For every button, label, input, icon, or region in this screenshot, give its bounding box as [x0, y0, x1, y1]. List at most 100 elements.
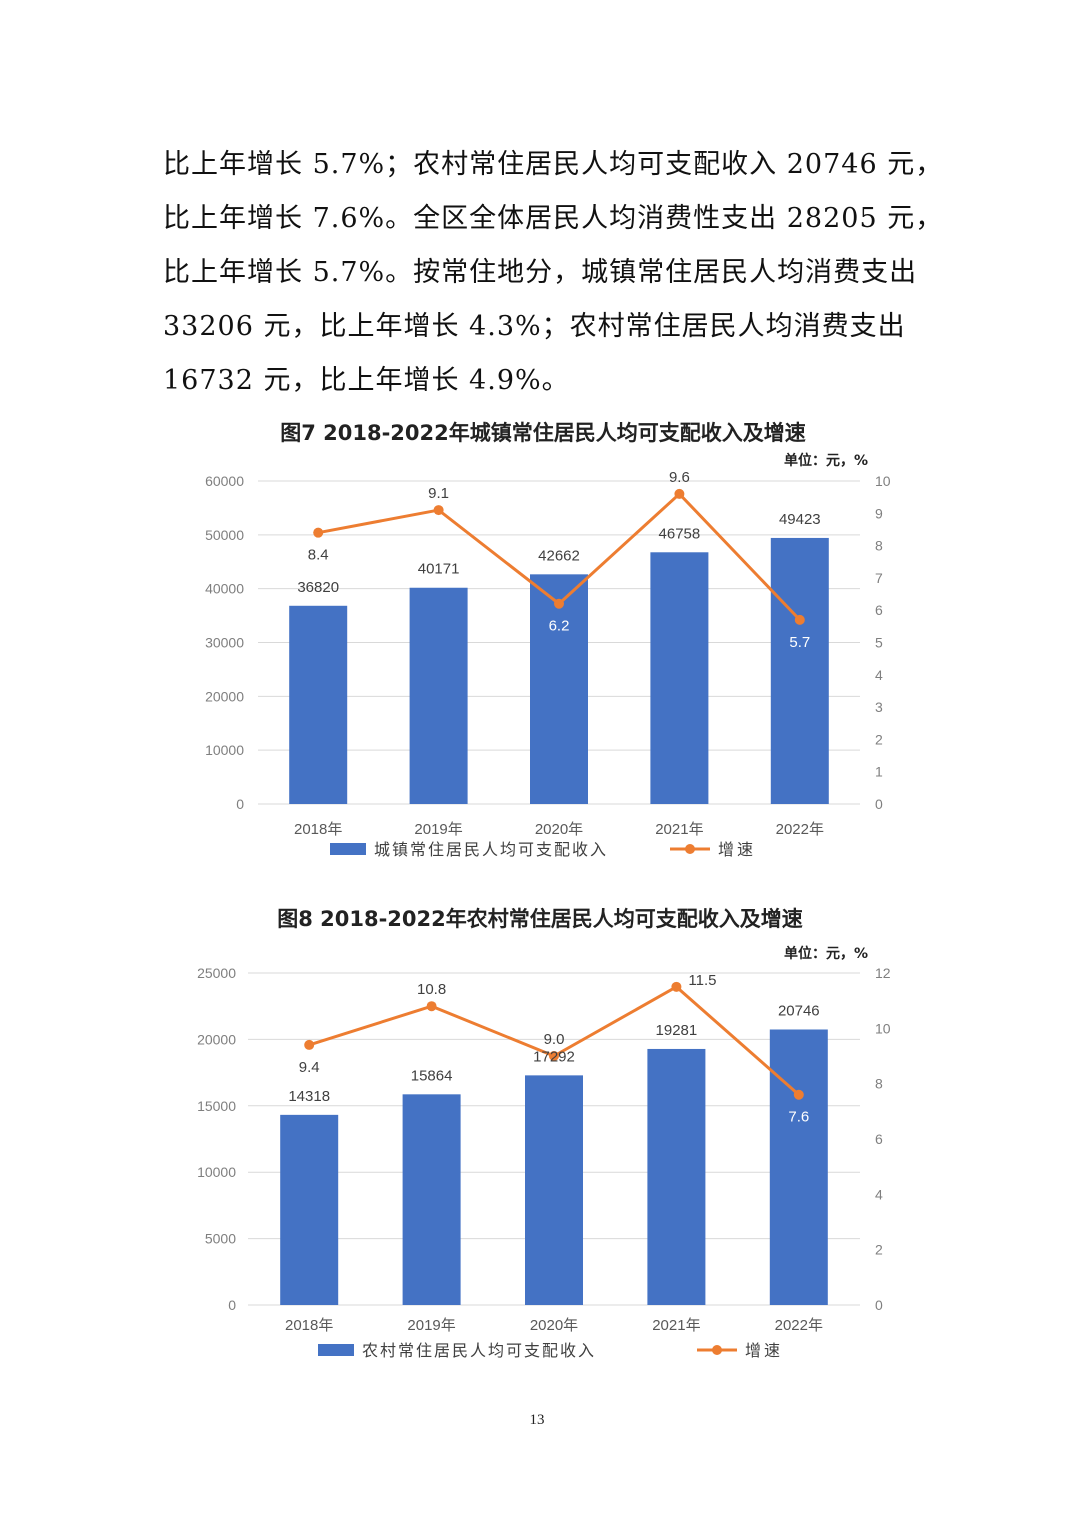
paragraph-line: 16732 元，比上年增长 4.9%。: [163, 365, 570, 396]
growth-value-label: 9.0: [544, 1031, 565, 1048]
x-tick-label: 2021年: [652, 1317, 700, 1334]
y-tick-label: 10000: [197, 1164, 236, 1180]
growth-point: [671, 981, 682, 992]
bar-value-label: 46758: [659, 525, 701, 542]
y2-tick-label: 8: [875, 538, 883, 554]
bar-value-label: 19281: [656, 1022, 698, 1039]
growth-point: [793, 1089, 804, 1100]
y2-tick-label: 5: [875, 635, 883, 651]
legend-line-marker: [685, 844, 695, 854]
y-tick-label: 60000: [205, 473, 244, 489]
growth-point: [426, 1001, 437, 1012]
y-tick-label: 20000: [205, 688, 244, 704]
bar: [769, 1029, 828, 1305]
y2-tick-label: 4: [875, 1186, 883, 1202]
bar-value-label: 14318: [288, 1088, 330, 1105]
y-tick-label: 40000: [205, 581, 244, 597]
growth-point: [549, 1051, 559, 1061]
y-tick-label: 25000: [197, 965, 236, 981]
bar: [280, 1114, 339, 1305]
growth-value-label: 11.5: [688, 972, 716, 989]
x-tick-label: 2020年: [530, 1317, 578, 1334]
y2-tick-label: 6: [875, 1131, 883, 1147]
growth-point: [674, 488, 685, 499]
unit-label: 单位：元，%: [784, 452, 868, 469]
growth-value-label: 9.6: [669, 469, 690, 486]
x-tick-label: 2018年: [285, 1317, 333, 1334]
y2-tick-label: 3: [875, 699, 883, 715]
y2-tick-label: 2: [875, 731, 883, 747]
bar: [650, 552, 709, 804]
x-tick-label: 2022年: [776, 821, 824, 838]
y-tick-label: 20000: [197, 1031, 236, 1047]
y2-tick-label: 8: [875, 1076, 883, 1092]
y2-tick-label: 12: [875, 965, 891, 981]
growth-point: [304, 1039, 315, 1050]
y2-tick-label: 0: [875, 1297, 883, 1313]
bar: [289, 605, 348, 804]
paragraph-line: 比上年增长 7.6%。全区全体居民人均消费性支出 28205 元，: [163, 203, 944, 234]
bar: [525, 1075, 583, 1305]
y2-tick-label: 10: [875, 473, 891, 489]
growth-point: [433, 505, 444, 516]
chart-rural-income: 图8 2018-2022年农村常住居民人均可支配收入及增速单位：元，% 0 5000…: [0, 898, 1074, 1378]
y2-tick-label: 7: [875, 570, 883, 586]
paragraph-line: 比上年增长 5.7%。按常住地分，城镇常住居民人均消费支出: [163, 257, 918, 288]
bar: [402, 1094, 461, 1305]
legend-bar-swatch: [330, 843, 366, 855]
growth-point: [313, 527, 324, 538]
legend-line-marker: [712, 1345, 722, 1355]
bar-value-label: 49423: [779, 511, 821, 528]
x-tick-label: 2018年: [294, 821, 342, 838]
chart-urban-income: 图7 2018-2022年城镇常住居民人均可支配收入及增速单位：元，% 0 1000…: [0, 412, 1074, 872]
paragraph-line: 33206 元，比上年增长 4.3%；农村常住居民人均消费支出: [163, 311, 906, 342]
bar-value-label: 36820: [297, 579, 339, 596]
y2-tick-label: 1: [875, 764, 883, 780]
y2-tick-label: 9: [875, 505, 883, 521]
y-tick-label: 0: [228, 1297, 236, 1313]
chart-title: 图7 2018-2022年城镇常住居民人均可支配收入及增速: [280, 421, 806, 445]
legend-bar-label: 城镇常住居民人均可支配收入: [374, 841, 608, 859]
growth-value-label: 9.4: [299, 1059, 320, 1076]
paragraph-line: 比上年增长 5.7%；农村常住居民人均可支配收入 20746 元，: [163, 149, 944, 180]
bar: [530, 574, 588, 804]
y-tick-label: 50000: [205, 527, 244, 543]
bar-value-label: 15864: [411, 1067, 453, 1084]
y-tick-label: 30000: [205, 635, 244, 651]
bar: [770, 537, 829, 804]
growth-point: [794, 614, 805, 625]
chart-title: 图8 2018-2022年农村常住居民人均可支配收入及增速: [277, 907, 803, 931]
x-tick-label: 2019年: [407, 1317, 455, 1334]
bar-value-label: 17292: [533, 1048, 575, 1065]
bar: [409, 587, 468, 804]
bar-value-label: 42662: [538, 547, 580, 564]
x-tick-label: 2020年: [535, 821, 583, 838]
y-tick-label: 10000: [205, 742, 244, 758]
bar-value-label: 20746: [778, 1002, 820, 1019]
growth-value-label: 10.8: [417, 981, 446, 998]
legend-bar-swatch: [318, 1344, 354, 1356]
growth-value-label: 5.7: [789, 634, 810, 651]
y-tick-label: 0: [236, 796, 244, 812]
growth-value-label: 6.2: [549, 618, 570, 635]
legend-bar-label: 农村常住居民人均可支配收入: [362, 1342, 596, 1360]
unit-label: 单位：元，%: [784, 945, 868, 962]
y2-tick-label: 0: [875, 796, 883, 812]
x-tick-label: 2019年: [414, 821, 462, 838]
growth-point: [554, 598, 564, 609]
legend-line-label: 增速: [745, 1342, 783, 1360]
page-number: 13: [529, 1412, 545, 1428]
x-tick-label: 2021年: [655, 821, 703, 838]
y2-tick-label: 10: [875, 1020, 891, 1036]
bar-value-label: 40171: [418, 561, 460, 578]
legend-line-label: 增速: [718, 841, 756, 859]
growth-value-label: 8.4: [308, 547, 329, 564]
y2-tick-label: 4: [875, 667, 883, 683]
y-tick-label: 5000: [205, 1231, 236, 1247]
y2-tick-label: 6: [875, 602, 883, 618]
growth-value-label: 7.6: [788, 1109, 809, 1126]
body-paragraph: 比上年增长 5.7%；农村常住居民人均可支配收入 20746 元， 比上年增长 …: [163, 138, 944, 408]
y2-tick-label: 2: [875, 1242, 883, 1258]
